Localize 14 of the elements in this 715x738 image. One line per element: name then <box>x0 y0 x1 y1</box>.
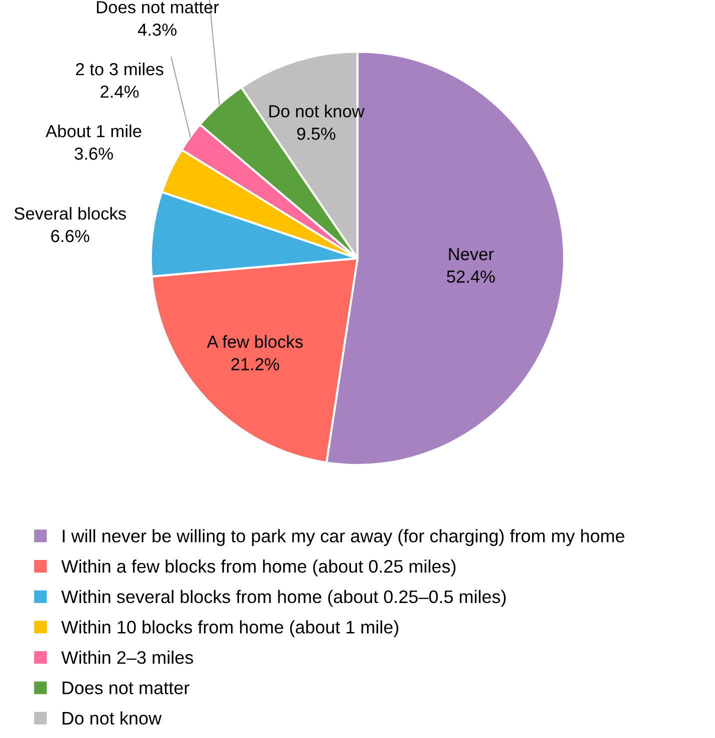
legend-label: Within 2–3 miles <box>61 650 194 664</box>
data-label: Several blocks 6.6% <box>14 206 126 242</box>
data-label: Never 52.4% <box>446 248 495 283</box>
legend-label: Within 10 blocks from home (about 1 mile) <box>61 620 398 638</box>
legend-label: Within a few blocks from home (about 0.25 miles) <box>61 560 456 576</box>
legend-label: I will never be willing to park my car away (for charging) from my home <box>62 529 624 546</box>
data-label: A few blocks 21.2% <box>206 335 303 370</box>
legend-label: Does not matter <box>62 682 190 694</box>
data-label: 2 to 3 miles 2.4% <box>76 62 164 98</box>
data-label: Does not matter 4.3% <box>96 1 219 36</box>
data-label: Do not know 9.5% <box>269 104 364 140</box>
legend-label: Within several blocks from home (about 0.25–0.5 miles) <box>61 590 506 607</box>
legend-label: Do not know <box>62 711 162 725</box>
data-label: About 1 mile 3.6% <box>46 124 142 160</box>
